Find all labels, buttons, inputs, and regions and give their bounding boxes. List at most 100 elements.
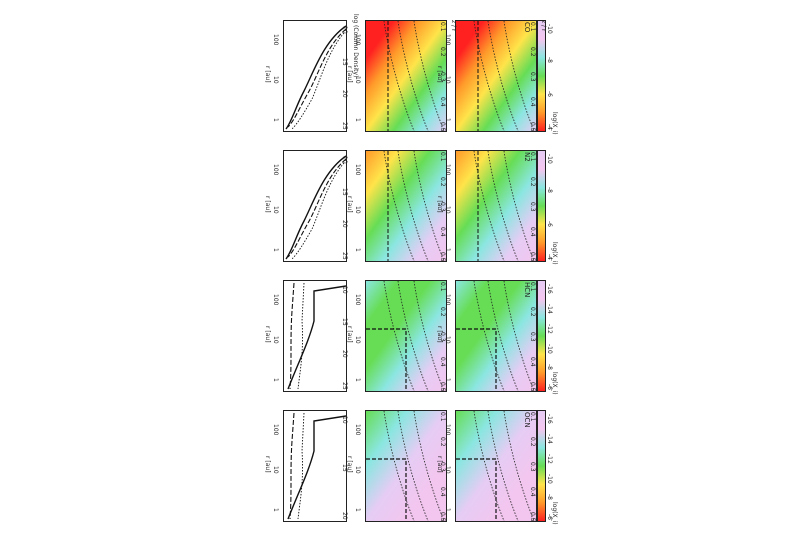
zr-tick: 0.1 (529, 152, 536, 162)
column-density-curve (287, 415, 346, 520)
zr-tick: 0.1 (529, 282, 536, 292)
column-density-panel-n2 (283, 150, 347, 262)
zr-tick: 0.4 (439, 357, 446, 367)
radius-tick: 100 (272, 164, 279, 176)
zr-tick: 0.5 (439, 122, 446, 132)
zr-axis-label: z / r (540, 20, 547, 32)
radius-tick: 1 (272, 378, 279, 382)
radius-tick: 10 (272, 466, 279, 474)
zr-tick: 0.5 (439, 252, 446, 262)
column-density-curve (285, 25, 346, 130)
zr-tick: 0.5 (529, 252, 536, 262)
zr-tick: 0.4 (439, 487, 446, 497)
radius-tick: 100 (272, 34, 279, 46)
contour-line (473, 151, 505, 261)
radius-axis-label: r [au] (346, 326, 353, 343)
radius-tick: 10 (354, 336, 361, 344)
model-a-panel-n2 (365, 150, 447, 262)
colorbar-tick: -14 (546, 434, 553, 444)
zr-tick: 0.5 (529, 382, 536, 392)
top-axis-label: log (Column Density) (352, 14, 359, 78)
density-tick: 20 (341, 220, 348, 228)
radius-tick: 100 (272, 294, 279, 306)
contour-line (383, 281, 415, 391)
contour-line (487, 151, 519, 261)
colorbar (537, 150, 546, 262)
column-density-panel-ocn (283, 410, 347, 522)
radius-tick: 10 (354, 206, 361, 214)
column-density-curve (287, 28, 346, 128)
density-tick: 25 (341, 122, 348, 130)
contour-line (383, 151, 415, 261)
radius-axis-label: r [au] (264, 326, 271, 343)
colorbar-tick: -8 (546, 364, 553, 370)
density-tick: 25 (341, 382, 348, 390)
zr-tick: 0.1 (439, 22, 446, 32)
radius-axis-label: r [au] (346, 196, 353, 213)
contour-line (397, 151, 429, 261)
radius-tick: 10 (272, 76, 279, 84)
contour-line (413, 21, 445, 131)
colorbar-tick: -10 (546, 24, 553, 34)
zr-tick: 0.3 (529, 202, 536, 212)
zr-tick: 0.3 (529, 462, 536, 472)
radius-tick: 100 (444, 34, 451, 46)
radius-tick: 1 (354, 508, 361, 512)
abundance-map (366, 281, 446, 391)
contour-line (487, 21, 519, 131)
model-a-panel-ocn (365, 410, 447, 522)
radius-tick: 100 (272, 424, 279, 436)
contour-line (413, 411, 445, 521)
radius-tick: 10 (272, 206, 279, 214)
model-b-panel-ocn (455, 410, 537, 522)
zr-tick: 0.3 (439, 462, 446, 472)
colorbar-tick: -10 (546, 474, 553, 484)
column-density-curve (289, 412, 295, 520)
density-tick: 10 (341, 416, 348, 424)
radius-axis-label: r [au] (264, 456, 271, 473)
zr-axis-label: z / r (450, 20, 457, 32)
column-density-panel-co (283, 20, 347, 132)
zr-tick: 0.5 (439, 382, 446, 392)
zr-tick: 0.3 (439, 202, 446, 212)
radius-axis-label: r [au] (346, 456, 353, 473)
contour-line (473, 21, 505, 131)
zr-tick: 0.1 (439, 152, 446, 162)
colorbar (537, 280, 546, 392)
density-tick: 10 (341, 26, 348, 34)
colorbar-tick: -8 (546, 57, 553, 64)
density-tick: 15 (341, 58, 348, 66)
zr-tick: 0.2 (439, 177, 446, 187)
contour-line (503, 411, 535, 521)
column-density-panel-hcn (283, 280, 347, 392)
radius-tick: 10 (354, 466, 361, 474)
zr-tick: 0.1 (439, 412, 446, 422)
colorbar-tick: -16 (546, 414, 553, 424)
contour-line (473, 411, 505, 521)
abundance-map (456, 21, 536, 131)
radius-tick: 100 (354, 294, 361, 306)
radius-tick: 1 (354, 378, 361, 382)
zr-tick: 0.2 (439, 47, 446, 57)
radius-tick: 1 (272, 248, 279, 252)
colorbar (537, 20, 546, 132)
column-density-curve (291, 162, 345, 260)
colorbar-tick: -12 (546, 454, 553, 464)
snowline (456, 328, 497, 391)
colorbar-tick: -10 (546, 344, 553, 354)
density-tick: 15 (341, 188, 348, 196)
column-density-curve (285, 155, 346, 260)
density-tick: 20 (341, 512, 348, 520)
zr-tick: 0.2 (529, 47, 536, 57)
zr-tick: 0.3 (529, 332, 536, 342)
contour-line (383, 411, 415, 521)
radius-tick: 1 (272, 508, 279, 512)
zr-tick: 0.5 (439, 512, 446, 522)
abundance-map (456, 411, 536, 521)
colorbar-tick: -6 (546, 514, 553, 520)
radius-tick: 1 (354, 248, 361, 252)
zr-tick: 0.1 (439, 282, 446, 292)
column-density-curve (287, 158, 346, 258)
density-tick: 20 (341, 350, 348, 358)
density-tick: 20 (341, 90, 348, 98)
